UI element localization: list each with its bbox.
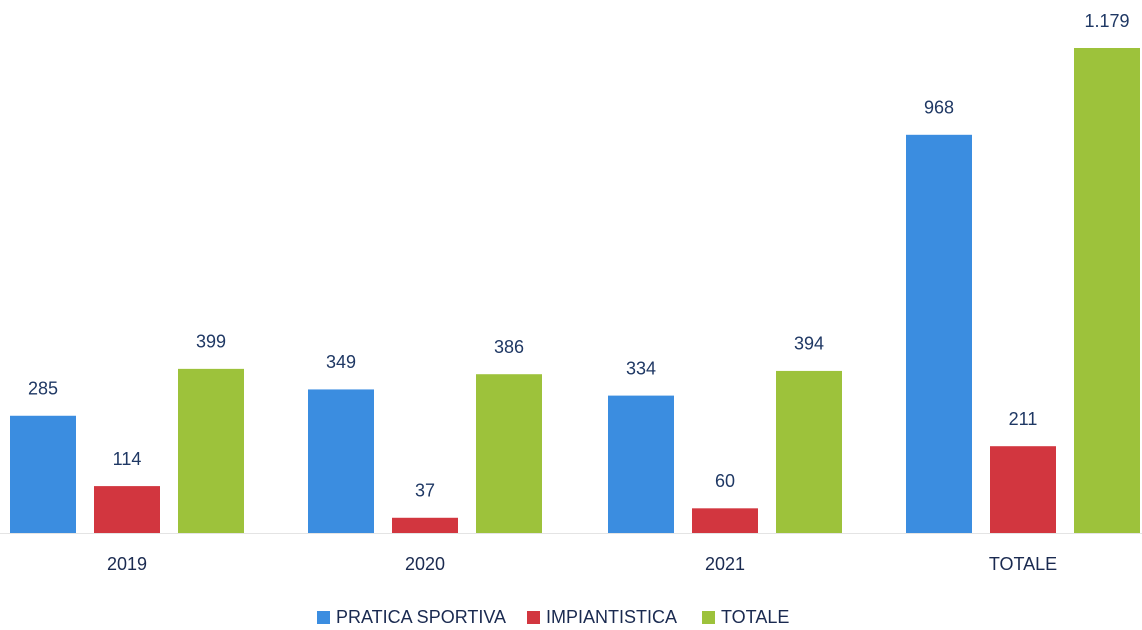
data-label: 211 bbox=[1009, 409, 1038, 429]
bar bbox=[906, 134, 972, 533]
legend-label: IMPIANTISTICA bbox=[546, 607, 677, 627]
bar bbox=[476, 374, 542, 533]
legend-swatch bbox=[702, 611, 715, 624]
bar bbox=[392, 517, 458, 533]
data-label: 386 bbox=[494, 337, 524, 357]
data-label: 114 bbox=[113, 449, 142, 469]
bar bbox=[990, 446, 1056, 533]
x-tick-label: 2019 bbox=[107, 554, 147, 574]
bar bbox=[10, 415, 76, 533]
legend-label: TOTALE bbox=[721, 607, 789, 627]
legend-label: PRATICA SPORTIVA bbox=[336, 607, 506, 627]
data-label: 968 bbox=[924, 98, 954, 118]
bar bbox=[608, 395, 674, 533]
bar bbox=[94, 486, 160, 533]
data-label: 399 bbox=[196, 332, 226, 352]
x-tick-label: 2020 bbox=[405, 554, 445, 574]
data-label: 37 bbox=[415, 481, 435, 501]
data-label: 334 bbox=[626, 358, 656, 378]
data-label: 349 bbox=[326, 352, 356, 372]
bar bbox=[308, 389, 374, 533]
bar bbox=[776, 370, 842, 533]
data-label: 285 bbox=[28, 379, 58, 399]
data-label: 394 bbox=[794, 334, 824, 354]
bar bbox=[692, 508, 758, 533]
x-tick-label: TOTALE bbox=[989, 554, 1057, 574]
data-label: 1.179 bbox=[1084, 11, 1129, 31]
bar bbox=[178, 368, 244, 533]
data-label: 60 bbox=[715, 471, 735, 491]
legend-swatch bbox=[317, 611, 330, 624]
x-tick-label: 2021 bbox=[705, 554, 745, 574]
bar bbox=[1074, 48, 1140, 533]
legend-swatch bbox=[527, 611, 540, 624]
